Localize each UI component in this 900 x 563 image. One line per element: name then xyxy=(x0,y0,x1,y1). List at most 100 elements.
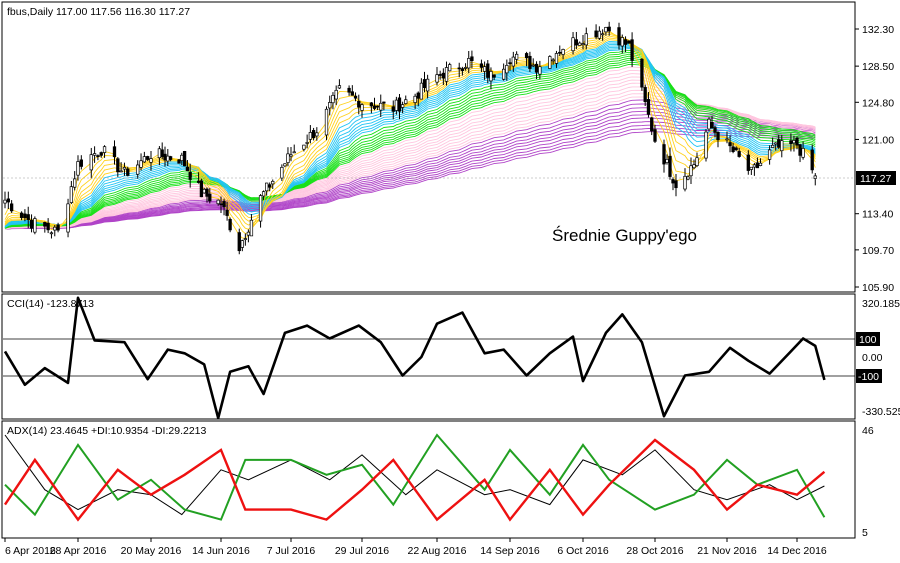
candle-body xyxy=(240,240,244,248)
candle-body xyxy=(149,158,153,163)
candle-body xyxy=(89,154,93,171)
candle-body xyxy=(640,58,644,88)
candle-body xyxy=(265,182,269,192)
guppy-ema-line xyxy=(4,37,816,227)
candle-body xyxy=(674,180,678,189)
candle-body xyxy=(752,164,757,168)
candle-body xyxy=(505,64,509,74)
candle-body xyxy=(372,105,377,109)
candle-body xyxy=(142,156,147,163)
candle-body xyxy=(792,140,796,144)
candle-body xyxy=(771,144,775,148)
candle-body xyxy=(163,153,167,161)
guppy-ribbons xyxy=(4,30,816,239)
candle-body xyxy=(780,140,784,152)
guppy-ema-line xyxy=(4,49,816,229)
cci-line xyxy=(3,296,826,420)
candle-body xyxy=(160,149,164,157)
candle-body xyxy=(43,222,47,227)
candle-body xyxy=(391,106,395,112)
candle-body xyxy=(479,63,484,68)
candle-body xyxy=(749,166,753,170)
candle-body xyxy=(9,203,14,212)
candle-body xyxy=(489,71,493,82)
candle-body xyxy=(508,62,512,65)
price-panel-header: fbus,Daily 117.00 117.56 116.30 117.27 xyxy=(7,6,190,18)
candle-body xyxy=(311,130,316,139)
time-tick-label: 6 Oct 2016 xyxy=(557,545,609,557)
candle-body xyxy=(350,91,354,96)
cci-panel-header: CCI(14) -123.8713 xyxy=(7,298,94,310)
candle-body xyxy=(578,42,582,46)
candle-body xyxy=(119,170,123,173)
price-tick-label: 128.50 xyxy=(862,61,894,73)
candle-body xyxy=(538,66,542,75)
candle-body xyxy=(646,99,651,115)
price-panel: fbus,Daily 117.00 117.56 116.30 117.27 Ś… xyxy=(1,1,896,294)
candle-body xyxy=(56,224,60,231)
candle-body xyxy=(19,212,24,218)
candle-body xyxy=(467,58,471,69)
candle-body xyxy=(594,30,598,38)
candle-body xyxy=(801,148,805,158)
candle-body xyxy=(196,180,201,183)
candle-body xyxy=(413,95,417,103)
candle-body xyxy=(280,166,284,179)
candle-body xyxy=(243,238,247,240)
candle-body xyxy=(524,53,529,59)
candle-body xyxy=(126,168,130,176)
candle-body xyxy=(216,199,220,205)
cci-level-label-zero: 0.00 xyxy=(862,352,883,364)
candle-body xyxy=(650,117,654,132)
candle-body xyxy=(92,153,97,156)
candle-body xyxy=(268,184,272,188)
candle-body xyxy=(400,104,405,108)
candle-body xyxy=(328,102,332,109)
candle-body xyxy=(725,138,729,141)
candle-body xyxy=(662,144,666,165)
candle-body xyxy=(444,67,449,82)
candle-body xyxy=(246,231,251,236)
candle-body xyxy=(205,188,209,197)
candle-body xyxy=(514,53,519,60)
candle-body xyxy=(789,140,793,145)
guppy-ema-line xyxy=(4,35,816,227)
candle-body xyxy=(774,142,778,145)
candle-body xyxy=(23,213,27,219)
guppy-ema-line xyxy=(4,42,816,227)
candle-body xyxy=(728,142,732,147)
price-tick-label: 132.30 xyxy=(862,24,894,36)
candle-body xyxy=(689,165,693,177)
candle-body xyxy=(810,149,814,171)
candle-body xyxy=(166,155,170,162)
time-tick-label: 22 Aug 2016 xyxy=(408,545,467,557)
candle-body xyxy=(627,40,631,44)
cci-level-label-100: 100 xyxy=(859,334,877,346)
candle-body xyxy=(419,82,424,100)
candle-body xyxy=(225,209,229,216)
candle-body xyxy=(334,89,338,100)
guppy-ema-line xyxy=(4,53,816,229)
candle-body xyxy=(308,132,313,140)
time-tick-label: 14 Jun 2016 xyxy=(192,545,250,557)
time-tick-label: 14 Dec 2016 xyxy=(767,545,827,557)
adx-panel-header: ADX(14) 23.4645 +DI:10.9354 -DI:29.2213 xyxy=(7,425,207,437)
price-tick-label: 105.90 xyxy=(862,282,894,294)
guppy-ema-line xyxy=(4,110,816,230)
candle-body xyxy=(620,37,624,47)
price-axis: 132.30 128.50 124.80 121.00 113.40 109.70 105.… xyxy=(855,24,894,294)
price-tick-label: 109.70 xyxy=(862,245,894,257)
candle-body xyxy=(734,147,738,151)
cci-level-label-bottom: -330.525 xyxy=(862,406,900,418)
candle-body xyxy=(758,162,763,166)
candle-body xyxy=(574,39,579,46)
candle-body xyxy=(561,49,565,55)
candle-body xyxy=(683,175,687,190)
candle-body xyxy=(79,159,83,167)
candle-body xyxy=(337,85,342,89)
candle-body xyxy=(375,105,380,108)
candle-body xyxy=(136,164,140,175)
candle-body xyxy=(237,232,241,252)
time-tick-label: 21 Nov 2016 xyxy=(697,545,757,557)
